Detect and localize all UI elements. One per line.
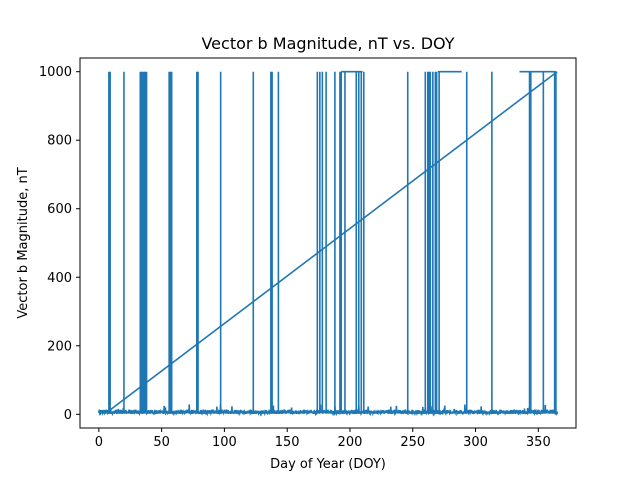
x-tick-label: 0 (95, 435, 103, 450)
x-tick-label: 250 (400, 435, 425, 450)
x-tick-label: 300 (463, 435, 488, 450)
y-tick-label: 600 (47, 202, 72, 217)
plot-area (98, 70, 559, 417)
x-tick-label: 50 (153, 435, 170, 450)
x-tick-label: 200 (338, 435, 363, 450)
plot-frame (79, 57, 577, 429)
series-wrap-line (108, 71, 558, 412)
x-axis: 0 50 100 150 200 250 300 350 (95, 428, 551, 450)
y-tick-label: 400 (47, 271, 72, 286)
y-axis-label: Vector b Magnitude, nT (16, 167, 31, 318)
x-tick-label: 150 (275, 435, 300, 450)
x-axis-label: Day of Year (DOY) (270, 457, 386, 472)
y-tick-label: 0 (64, 408, 72, 423)
x-tick-label: 100 (212, 435, 237, 450)
series-baseline (98, 404, 559, 417)
y-tick-label: 200 (47, 339, 72, 354)
y-tick-label: 800 (47, 134, 72, 149)
x-tick-label: 350 (526, 435, 551, 450)
y-tick-label: 1000 (39, 65, 72, 80)
chart-title: Vector b Magnitude, nT vs. DOY (201, 34, 454, 53)
y-axis: 0 200 400 600 800 1000 (39, 65, 80, 423)
